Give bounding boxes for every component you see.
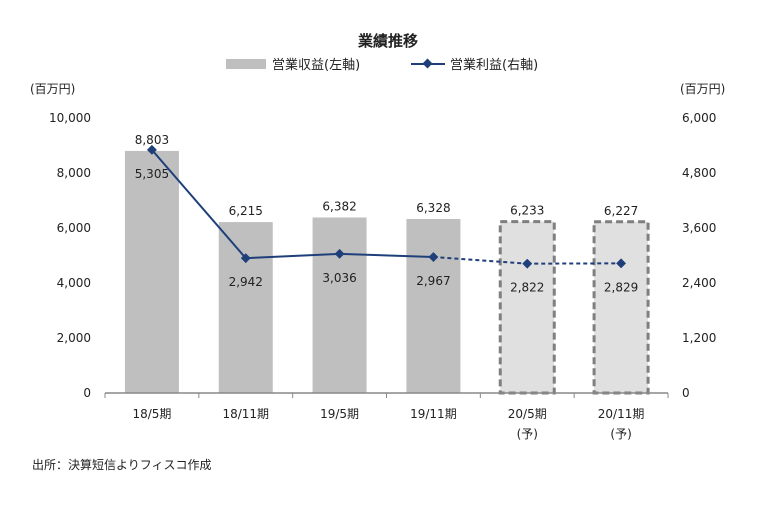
revenue-data-label: 6,215 — [229, 204, 263, 218]
legend-line-label: 営業利益(右軸) — [450, 57, 538, 73]
profit-data-label: 2,822 — [510, 281, 544, 295]
revenue-bar — [500, 222, 554, 393]
revenue-bar — [594, 222, 648, 393]
revenue-bar — [406, 219, 460, 393]
right-axis-label: (百万円) — [680, 82, 725, 96]
revenue-data-label: 6,328 — [416, 201, 450, 215]
legend-bar-swatch — [226, 59, 266, 69]
left-tick-label: 8,000 — [57, 166, 91, 180]
category-label: 19/11期 — [410, 407, 457, 421]
source-note: 出所：決算短信よりフィスコ作成 — [32, 457, 212, 472]
right-tick-label: 6,000 — [682, 111, 716, 125]
revenue-bar — [125, 151, 179, 393]
left-tick-label: 10,000 — [49, 111, 91, 125]
category-label: 18/11期 — [222, 407, 269, 421]
category-label: 18/5期 — [132, 407, 171, 421]
profit-data-label: 2,942 — [229, 275, 263, 289]
right-tick-label: 1,200 — [682, 331, 716, 345]
profit-data-label: 5,305 — [135, 167, 169, 181]
left-tick-label: 2,000 — [57, 331, 91, 345]
right-tick-label: 2,400 — [682, 276, 716, 290]
legend-line-marker — [423, 59, 433, 69]
category-sublabel: (予) — [517, 427, 538, 441]
revenue-data-label: 6,233 — [510, 204, 544, 218]
right-tick-label: 4,800 — [682, 166, 716, 180]
revenue-bar — [219, 222, 273, 393]
profit-data-label: 2,829 — [604, 280, 638, 294]
right-tick-label: 0 — [682, 386, 690, 400]
left-tick-label: 6,000 — [57, 221, 91, 235]
revenue-data-label: 8,803 — [135, 133, 169, 147]
category-label: 20/11期 — [598, 407, 645, 421]
revenue-data-label: 6,382 — [322, 199, 356, 213]
left-tick-label: 0 — [83, 386, 91, 400]
left-tick-label: 4,000 — [57, 276, 91, 290]
profit-data-label: 2,967 — [416, 274, 450, 288]
profit-data-label: 3,036 — [322, 271, 356, 285]
category-label: 20/5期 — [508, 407, 547, 421]
left-axis-label: (百万円) — [30, 82, 75, 96]
category-label: 19/5期 — [320, 407, 359, 421]
revenue-bar — [313, 217, 367, 393]
right-tick-label: 3,600 — [682, 221, 716, 235]
legend: 営業収益(左軸) 営業利益(右軸) — [226, 57, 538, 73]
legend-bar-label: 営業収益(左軸) — [272, 57, 360, 73]
chart-title: 業績推移 — [357, 32, 418, 50]
revenue-data-label: 6,227 — [604, 204, 638, 218]
category-sublabel: (予) — [610, 427, 631, 441]
